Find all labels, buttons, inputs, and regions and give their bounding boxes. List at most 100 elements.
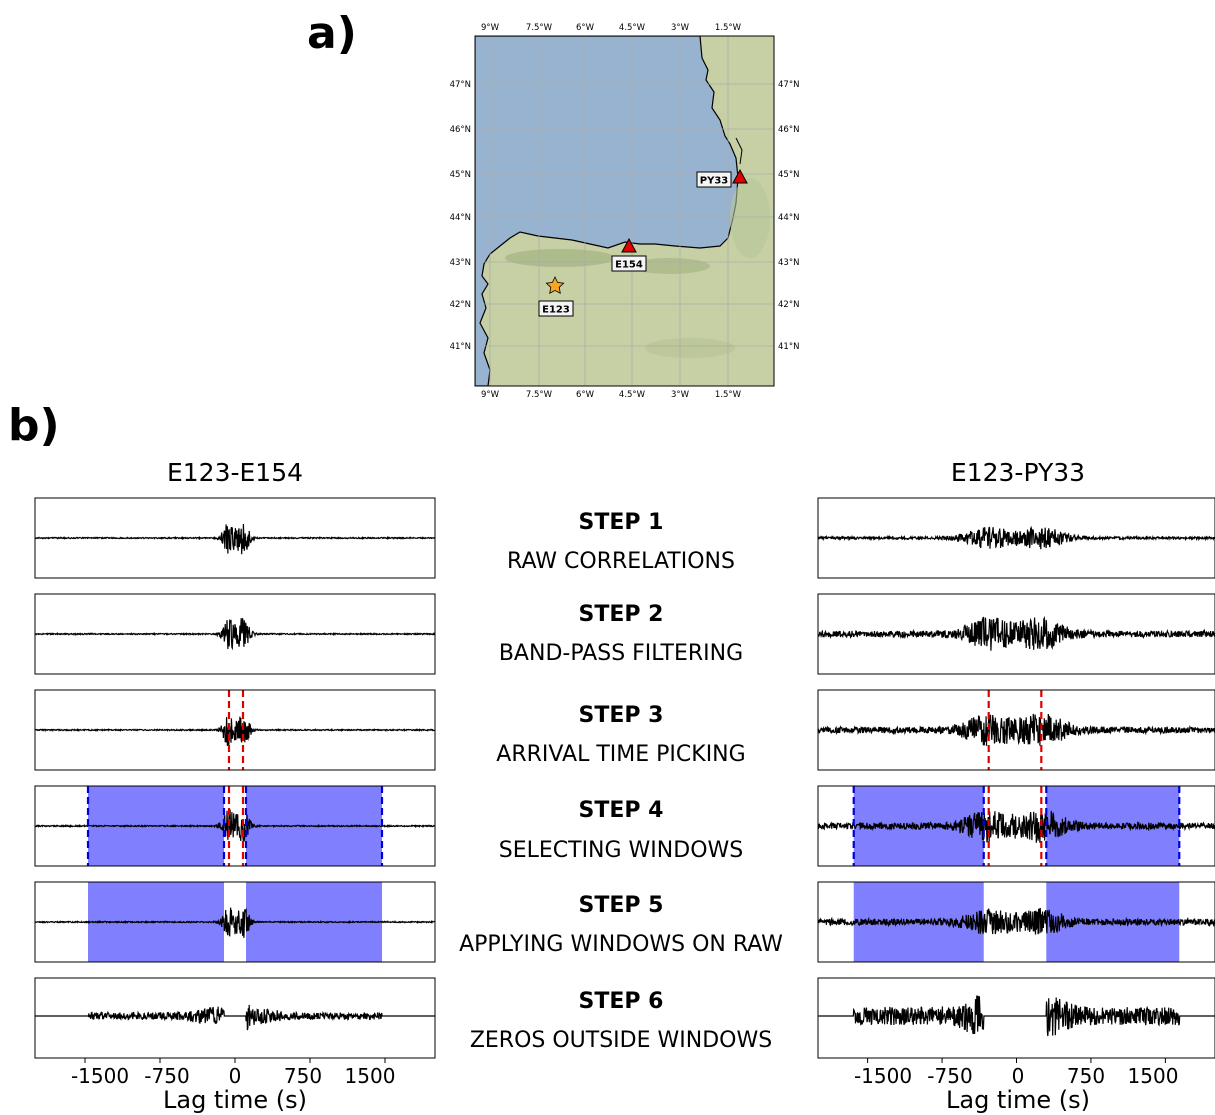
map-gridlines [475,36,774,386]
lat-tick: 44°N [778,213,799,223]
xtick-label: 0 [228,1064,242,1088]
xtick-label: -750 [927,1064,973,1088]
gironde-estuary [735,137,743,165]
right-step2-trace [817,615,1215,651]
station-e123-box [538,300,574,317]
step-1-subtitle: RAW CORRELATIONS [507,549,735,574]
lat-tick: 41°N [450,342,471,352]
left-xtick-labels: -1500 -750 0 750 1500 [35,1064,435,1088]
lon-tick: 3°W [671,23,690,33]
right-step1-frame [817,497,1215,579]
map-lat-ticks-left: 47°N 46°N 45°N 44°N 43°N 42°N 41°N [450,80,471,352]
lon-tick: 7.5°W [526,390,553,400]
xtick-label: 1500 [344,1064,396,1088]
lon-tick: 4.5°W [619,390,646,400]
left-step2-trace [34,618,436,651]
lat-tick: 42°N [778,300,799,310]
xtick-label: -1500 [70,1064,130,1088]
map-lat-ticks-right: 47°N 46°N 45°N 44°N 43°N 42°N 41°N [778,80,799,352]
xtick-label: -750 [144,1064,190,1088]
left-step2-frame [34,593,436,675]
step-5-title: STEP 5 [578,893,664,918]
left-step1-trace [34,523,436,555]
station-py33-marker [732,168,748,184]
right-step5-frame [817,881,1215,963]
step-5-subtitle: APPLYING WINDOWS ON RAW [459,932,783,957]
map-panel: PY33 E154 E123 9°W 7.5°W 6°W 4.5°W 3°W 1… [440,18,820,403]
right-step1-trace [817,525,1215,550]
station-py33-label: PY33 [700,176,729,187]
station-e154-box [611,255,647,272]
xtick-label: -1500 [853,1064,913,1088]
lat-tick: 46°N [778,125,799,135]
left-step4-trace [34,809,436,842]
step-2-subtitle: BAND-PASS FILTERING [498,641,744,666]
left-step6-trace [35,1004,435,1031]
lon-tick: 9°W [481,390,500,400]
map-frame [474,35,775,387]
lon-tick: 4.5°W [619,23,646,33]
step-4-title: STEP 4 [578,798,664,823]
right-step6-trace [818,995,1215,1037]
left-step5-frame [34,881,436,963]
xtick-label: 1500 [1127,1064,1179,1088]
step-6-title: STEP 6 [578,989,664,1014]
right-xtick-labels: -1500 -750 0 750 1500 [818,1064,1215,1088]
step-1-title: STEP 1 [578,510,664,535]
panel-b-label: b) [8,400,60,451]
lon-tick: 1.5°W [715,390,742,400]
station-e154-marker [621,237,637,253]
map-lon-ticks-bottom: 9°W 7.5°W 6°W 4.5°W 3°W 1.5°W [481,390,742,400]
left-x-axis-label: Lag time (s) [162,1086,308,1114]
right-x-axis-label: Lag time (s) [945,1086,1091,1114]
xtick-label: 0 [1011,1064,1025,1088]
map-lon-ticks-top: 9°W 7.5°W 6°W 4.5°W 3°W 1.5°W [481,23,742,33]
left-step5-trace [34,907,436,938]
sea-area [475,36,739,386]
lat-tick: 45°N [450,170,471,180]
lat-tick: 42°N [450,300,471,310]
right-column-title: E123-PY33 [950,458,1086,487]
lat-tick: 43°N [778,258,799,268]
right-step3-frame [817,689,1215,771]
left-step3-frame [34,689,436,771]
left-step4-frame [34,785,436,867]
right-step4-trace [817,810,1215,843]
right-step3-trace [817,713,1215,746]
lon-tick: 6°W [576,23,595,33]
left-step1-frame [34,497,436,579]
station-e154-label: E154 [615,260,643,271]
lat-tick: 47°N [450,80,471,90]
step-3-subtitle: ARRIVAL TIME PICKING [496,742,746,767]
step-6-subtitle: ZEROS OUTSIDE WINDOWS [469,1028,773,1053]
lon-tick: 6°W [576,390,595,400]
iberian-relief [645,338,735,358]
cantabrian-relief [505,249,615,267]
right-step4-frame [817,785,1215,867]
lat-tick: 41°N [778,342,799,352]
right-step2-frame [817,593,1215,675]
panel-a-label: a) [307,8,357,59]
xtick-label: 750 [1066,1064,1106,1088]
lat-tick: 44°N [450,213,471,223]
left-column-title: E123-E154 [166,458,304,487]
lon-tick: 3°W [671,390,690,400]
station-e123-star-icon [545,276,565,294]
xtick-label: 750 [283,1064,323,1088]
step-3-title: STEP 3 [578,703,664,728]
lat-tick: 45°N [778,170,799,180]
lon-tick: 1.5°W [715,23,742,33]
lat-tick: 46°N [450,125,471,135]
station-py33-box [696,171,732,188]
aquitaine-area [730,178,770,258]
left-step6-frame [34,977,436,1059]
step-2-title: STEP 2 [578,602,664,627]
left-step3-trace [34,716,435,747]
map-svg: PY33 E154 E123 9°W 7.5°W 6°W 4.5°W 3°W 1… [450,23,800,400]
right-step5-trace [817,907,1215,935]
lat-tick: 47°N [778,80,799,90]
station-e123-label: E123 [542,305,570,316]
lon-tick: 7.5°W [526,23,553,33]
lon-tick: 9°W [481,23,500,33]
